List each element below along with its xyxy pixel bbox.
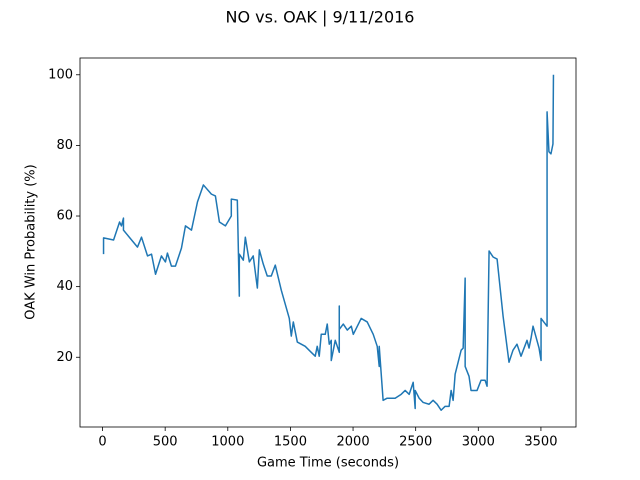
y-tick-label: 60 — [56, 209, 73, 224]
chart-title: NO vs. OAK | 9/11/2016 — [226, 8, 415, 27]
y-tick-label: 80 — [56, 138, 73, 153]
x-axis-label: Game Time (seconds) — [257, 456, 399, 471]
y-tick-label: 100 — [48, 67, 73, 82]
x-tick-label: 2000 — [337, 435, 370, 450]
axes-frame — [79, 57, 577, 428]
y-tick-label: 20 — [56, 350, 73, 365]
x-tick-label: 1500 — [274, 435, 307, 450]
x-tick-label: 2500 — [399, 435, 432, 450]
x-tick-label: 3500 — [524, 435, 557, 450]
x-tick-label: 500 — [153, 435, 178, 450]
x-tick-label: 3000 — [462, 435, 495, 450]
x-tick-label: 0 — [98, 435, 106, 450]
y-tick-label: 40 — [56, 279, 73, 294]
y-axis-label: OAK Win Probability (%) — [24, 164, 39, 319]
data-line — [102, 74, 555, 411]
x-tick-label: 1000 — [211, 435, 244, 450]
